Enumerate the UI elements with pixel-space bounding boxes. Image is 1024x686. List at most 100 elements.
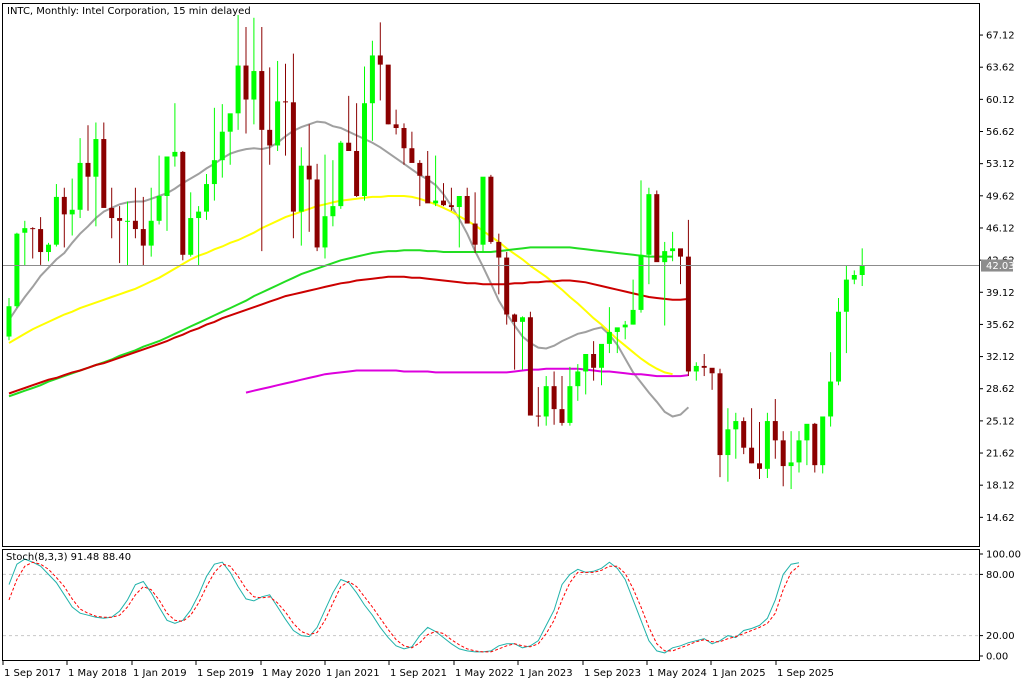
bull-candle-body (646, 194, 652, 255)
stochastic-lines (8, 558, 800, 654)
price-tick-label: 63.62 (986, 63, 1015, 74)
bear-candle-body (488, 176, 494, 242)
bear-candle-body (243, 65, 249, 100)
time-tick-label: 1 Jan 2019 (133, 668, 187, 679)
bear-candle-body (717, 373, 723, 456)
bull-candle-body (219, 131, 225, 161)
stochastic-tick-label: 0.00 (986, 652, 1008, 663)
current-price-tag (981, 259, 1013, 272)
time-tick-label: 1 Sep 2023 (584, 668, 641, 679)
bull-candle-body (164, 156, 170, 196)
bear-candle-body (61, 196, 67, 215)
price-axis: 67.1263.6260.1256.6253.1249.6246.1242.62… (979, 31, 1015, 524)
bull-candle-body (662, 251, 668, 263)
moving-average-line-5 (245, 367, 689, 394)
bull-candle-body (693, 365, 699, 372)
current-price-label: 42.03 (986, 261, 1015, 272)
bull-candle-body (638, 254, 644, 310)
bear-candle-body (749, 447, 755, 464)
bear-candle-body (417, 162, 423, 176)
bear-candle-body (812, 423, 818, 466)
bull-candle-body (836, 311, 841, 382)
bull-candle-body (125, 220, 130, 222)
price-tick-label: 46.12 (986, 223, 1015, 234)
bear-candle-body (780, 440, 786, 467)
price-tick-label: 18.12 (986, 481, 1015, 492)
bull-candle-body (575, 371, 581, 387)
time-tick-label: 1 Jan 2023 (519, 668, 573, 679)
bear-candle-body (30, 228, 36, 230)
bull-candle-body (251, 71, 257, 100)
time-tick-label: 1 Jan 2021 (326, 668, 380, 679)
bear-candle-body (535, 415, 541, 417)
bear-candle-body (464, 195, 470, 224)
time-tick-label: 1 Sep 2019 (197, 668, 254, 679)
bull-candle-body (725, 429, 731, 456)
bull-candle-body (828, 381, 834, 417)
bull-candle-body (764, 421, 770, 469)
stochastic-levels (3, 573, 979, 637)
bear-candle-body (425, 175, 431, 204)
bear-candle-body (85, 162, 91, 177)
bull-candle-body (196, 211, 202, 219)
time-tick-label: 1 Jan 2025 (712, 668, 766, 679)
time-tick-label: 1 Sep 2021 (390, 668, 447, 679)
bull-candle-body (69, 209, 75, 215)
bull-candle-body (235, 65, 241, 114)
bull-candle-body (14, 233, 20, 307)
bull-candle-body (630, 309, 636, 325)
candles (6, 15, 865, 490)
moving-average-line-3 (8, 246, 673, 398)
bear-candle-body (678, 248, 683, 257)
bear-candle-body (685, 256, 691, 372)
bear-candle-body (472, 223, 478, 245)
bear-candle-body (38, 229, 44, 253)
bull-candle-body (851, 275, 857, 280)
bear-candle-body (401, 128, 407, 149)
bear-candle-body (377, 55, 383, 65)
stochastic-tick-label: 100.00 (986, 550, 1021, 561)
bull-candle-body (520, 317, 525, 322)
bear-candle-body (290, 102, 296, 212)
bear-candle-body (772, 421, 778, 441)
bear-candle-body (306, 165, 312, 180)
bull-candle-body (433, 200, 439, 204)
chart-title: INTC, Monthly: Intel Corporation, 15 min… (7, 6, 251, 17)
bull-candle-body (670, 248, 676, 252)
price-tick-label: 28.62 (986, 384, 1015, 395)
stochastic-panel-frame (2, 549, 980, 661)
bull-candle-body (362, 103, 367, 196)
time-tick-label: 1 May 2024 (648, 668, 707, 679)
stochastic-tick-label: 80.00 (986, 570, 1015, 581)
stochastic-signal-line (8, 561, 800, 653)
bull-candle-body (77, 162, 83, 210)
stochastic-tick-label: 20.00 (986, 631, 1015, 642)
bull-candle-body (204, 184, 209, 212)
price-tick-label: 25.12 (986, 416, 1015, 427)
time-tick-label: 1 May 2018 (68, 668, 127, 679)
bull-candle-body (369, 55, 375, 104)
bear-candle-body (559, 409, 565, 423)
bear-candle-body (385, 64, 391, 125)
price-tick-label: 49.62 (986, 191, 1015, 202)
bull-candle-body (614, 327, 620, 332)
bull-candle-body (156, 195, 162, 221)
stochastic-axis: 100.00 80.00 20.00 0.00 (979, 550, 1021, 663)
bear-candle-body (441, 200, 446, 206)
bull-candle-body (820, 416, 826, 466)
bear-candle-body (393, 124, 399, 129)
bear-candle-body (346, 142, 352, 151)
bull-candle-body (275, 101, 281, 146)
bull-candle-body (804, 423, 810, 441)
bull-candle-body (606, 331, 612, 344)
bull-candle-body (188, 218, 194, 255)
bear-candle-body (741, 421, 747, 448)
bear-candle-body (180, 151, 186, 255)
bull-candle-body (93, 139, 99, 177)
bear-candle-body (527, 317, 533, 416)
bear-candle-body (551, 386, 557, 410)
bear-candle-body (354, 150, 360, 196)
bear-candle-body (101, 139, 107, 208)
price-tick-label: 35.62 (986, 320, 1015, 331)
